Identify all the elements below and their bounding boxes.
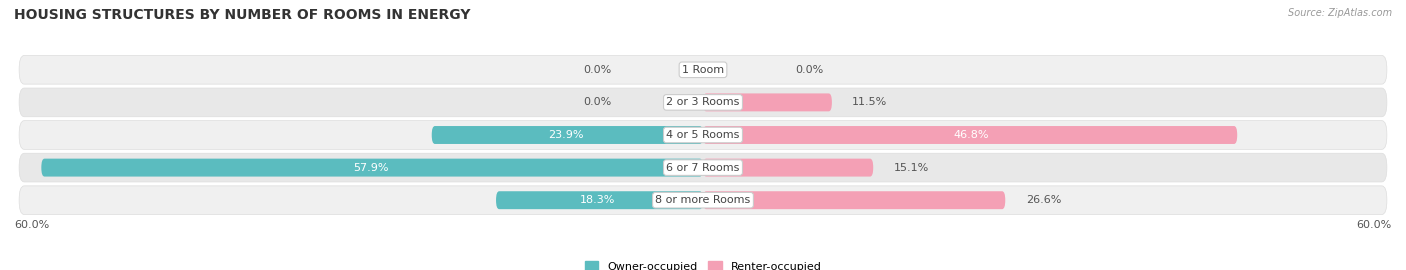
Text: 18.3%: 18.3% <box>581 195 616 205</box>
Text: 11.5%: 11.5% <box>852 97 887 107</box>
Text: 8 or more Rooms: 8 or more Rooms <box>655 195 751 205</box>
Text: HOUSING STRUCTURES BY NUMBER OF ROOMS IN ENERGY: HOUSING STRUCTURES BY NUMBER OF ROOMS IN… <box>14 8 471 22</box>
FancyBboxPatch shape <box>496 191 703 209</box>
Text: 2 or 3 Rooms: 2 or 3 Rooms <box>666 97 740 107</box>
FancyBboxPatch shape <box>703 93 832 111</box>
Text: 1 Room: 1 Room <box>682 65 724 75</box>
FancyBboxPatch shape <box>20 55 1386 84</box>
Text: 26.6%: 26.6% <box>1025 195 1062 205</box>
FancyBboxPatch shape <box>432 126 703 144</box>
Text: 60.0%: 60.0% <box>1357 220 1392 230</box>
FancyBboxPatch shape <box>20 121 1386 149</box>
Text: 23.9%: 23.9% <box>548 130 583 140</box>
FancyBboxPatch shape <box>20 88 1386 117</box>
FancyBboxPatch shape <box>20 186 1386 215</box>
Text: Source: ZipAtlas.com: Source: ZipAtlas.com <box>1288 8 1392 18</box>
FancyBboxPatch shape <box>20 153 1386 182</box>
FancyBboxPatch shape <box>703 159 873 177</box>
Text: 46.8%: 46.8% <box>953 130 990 140</box>
FancyBboxPatch shape <box>41 159 703 177</box>
Text: 15.1%: 15.1% <box>894 163 929 173</box>
Text: 60.0%: 60.0% <box>14 220 49 230</box>
Text: 0.0%: 0.0% <box>583 65 612 75</box>
Text: 0.0%: 0.0% <box>794 65 823 75</box>
Text: 6 or 7 Rooms: 6 or 7 Rooms <box>666 163 740 173</box>
Text: 4 or 5 Rooms: 4 or 5 Rooms <box>666 130 740 140</box>
Text: 57.9%: 57.9% <box>353 163 388 173</box>
FancyBboxPatch shape <box>703 191 1005 209</box>
Legend: Owner-occupied, Renter-occupied: Owner-occupied, Renter-occupied <box>581 257 825 270</box>
FancyBboxPatch shape <box>703 126 1237 144</box>
Text: 0.0%: 0.0% <box>583 97 612 107</box>
